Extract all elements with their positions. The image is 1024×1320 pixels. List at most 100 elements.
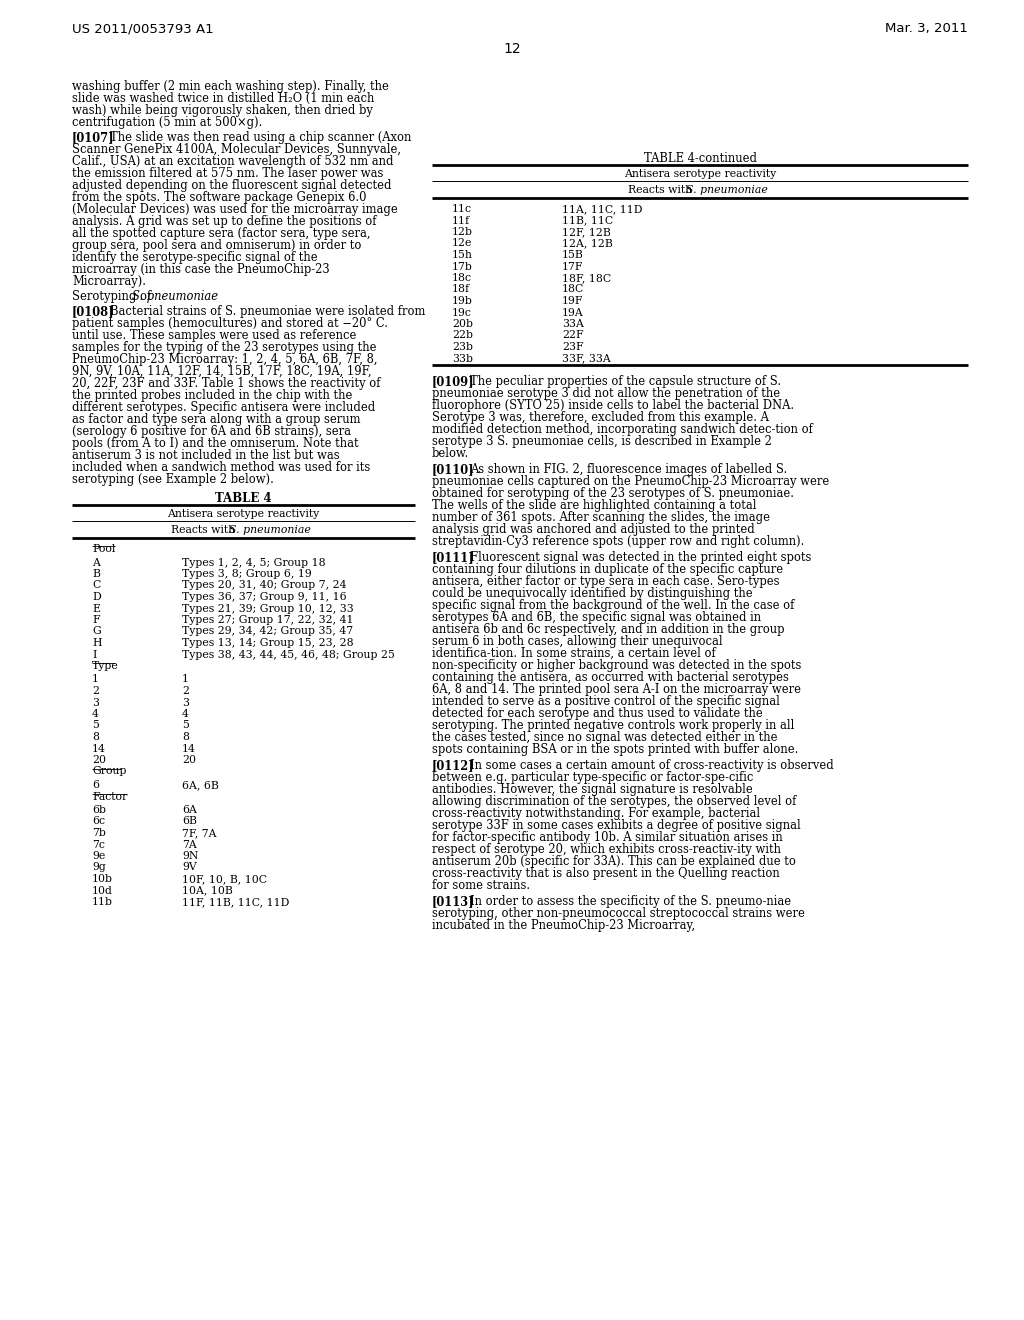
Text: antiserum 3 is not included in the list but was: antiserum 3 is not included in the list … xyxy=(72,449,340,462)
Text: for some strains.: for some strains. xyxy=(432,879,530,892)
Text: analysis. A grid was set up to define the positions of: analysis. A grid was set up to define th… xyxy=(72,215,377,228)
Text: G: G xyxy=(92,627,100,636)
Text: A: A xyxy=(92,557,100,568)
Text: 6: 6 xyxy=(92,780,99,789)
Text: Bacterial strains of S. pneumoniae were isolated from: Bacterial strains of S. pneumoniae were … xyxy=(110,305,425,318)
Text: 2: 2 xyxy=(182,686,189,696)
Text: Reacts with: Reacts with xyxy=(628,185,695,195)
Text: [0108]: [0108] xyxy=(72,305,115,318)
Text: 7b: 7b xyxy=(92,828,105,838)
Text: Antisera serotype reactivity: Antisera serotype reactivity xyxy=(624,169,776,180)
Text: 19F: 19F xyxy=(562,296,584,306)
Text: 33A: 33A xyxy=(562,319,584,329)
Text: 8: 8 xyxy=(182,733,189,742)
Text: for factor-specific antibody 10b. A similar situation arises in: for factor-specific antibody 10b. A simi… xyxy=(432,832,782,843)
Text: 6B: 6B xyxy=(182,817,197,826)
Text: until use. These samples were used as reference: until use. These samples were used as re… xyxy=(72,329,356,342)
Text: incubated in the PneumoChip-23 Microarray,: incubated in the PneumoChip-23 Microarra… xyxy=(432,919,695,932)
Text: Types 21, 39; Group 10, 12, 33: Types 21, 39; Group 10, 12, 33 xyxy=(182,603,353,614)
Text: 18c: 18c xyxy=(452,273,472,282)
Text: serum 6 in both cases, allowing their unequivocal: serum 6 in both cases, allowing their un… xyxy=(432,635,723,648)
Text: Serotype 3 was, therefore, excluded from this example. A: Serotype 3 was, therefore, excluded from… xyxy=(432,411,769,424)
Text: included when a sandwich method was used for its: included when a sandwich method was used… xyxy=(72,461,371,474)
Text: Antisera serotype reactivity: Antisera serotype reactivity xyxy=(167,510,319,519)
Text: 7A: 7A xyxy=(182,840,197,850)
Text: 6A: 6A xyxy=(182,805,197,814)
Text: antisera, either factor or type sera in each case. Sero­types: antisera, either factor or type sera in … xyxy=(432,576,779,587)
Text: 14: 14 xyxy=(182,743,196,754)
Text: 12e: 12e xyxy=(452,239,472,248)
Text: identifica­tion. In some strains, a certain level of: identifica­tion. In some strains, a cert… xyxy=(432,647,716,660)
Text: C: C xyxy=(92,581,100,590)
Text: D: D xyxy=(92,591,100,602)
Text: 15B: 15B xyxy=(562,249,584,260)
Text: cross-reactivity that is also present in the Quelling reaction: cross-reactivity that is also present in… xyxy=(432,867,779,880)
Text: PneumoChip-23 Microarray: 1, 2, 4, 5, 6A, 6B, 7F, 8,: PneumoChip-23 Microarray: 1, 2, 4, 5, 6A… xyxy=(72,352,378,366)
Text: 12F, 12B: 12F, 12B xyxy=(562,227,610,238)
Text: 10b: 10b xyxy=(92,874,113,884)
Text: 7F, 7A: 7F, 7A xyxy=(182,828,216,838)
Text: modified detection method, incorporating sandwich detec­tion of: modified detection method, incorporating… xyxy=(432,422,813,436)
Text: serotyping (see Example 2 below).: serotyping (see Example 2 below). xyxy=(72,473,273,486)
Text: S. pneumoniae: S. pneumoniae xyxy=(132,290,218,304)
Text: wash) while being vigorously shaken, then dried by: wash) while being vigorously shaken, the… xyxy=(72,104,373,117)
Text: Types 38, 43, 44, 45, 46, 48; Group 25: Types 38, 43, 44, 45, 46, 48; Group 25 xyxy=(182,649,395,660)
Text: 3: 3 xyxy=(182,697,189,708)
Text: Serotyping of: Serotyping of xyxy=(72,290,155,304)
Text: 22b: 22b xyxy=(452,330,473,341)
Text: E: E xyxy=(92,603,100,614)
Text: 18F, 18C: 18F, 18C xyxy=(562,273,611,282)
Text: Types 29, 34, 42; Group 35, 47: Types 29, 34, 42; Group 35, 47 xyxy=(182,627,353,636)
Text: the cases tested, since no signal was detected either in the: the cases tested, since no signal was de… xyxy=(432,731,777,744)
Text: 20b: 20b xyxy=(452,319,473,329)
Text: Reacts with: Reacts with xyxy=(171,525,239,535)
Text: Fluorescent signal was detected in the printed eight spots: Fluorescent signal was detected in the p… xyxy=(470,550,811,564)
Text: 8: 8 xyxy=(92,733,99,742)
Text: obtained for serotyping of the 23 serotypes of S. pneumoniae.: obtained for serotyping of the 23 seroty… xyxy=(432,487,794,500)
Text: 12b: 12b xyxy=(452,227,473,238)
Text: 11b: 11b xyxy=(92,898,113,907)
Text: samples for the typing of the 23 serotypes using the: samples for the typing of the 23 serotyp… xyxy=(72,341,377,354)
Text: 14: 14 xyxy=(92,743,105,754)
Text: 18C: 18C xyxy=(562,285,585,294)
Text: S. pneumoniae: S. pneumoniae xyxy=(686,185,768,195)
Text: streptavidin-Cy3 reference spots (upper row and right column).: streptavidin-Cy3 reference spots (upper … xyxy=(432,535,805,548)
Text: 19c: 19c xyxy=(452,308,472,318)
Text: 9N: 9N xyxy=(182,851,199,861)
Text: different serotypes. Specific antisera were included: different serotypes. Specific antisera w… xyxy=(72,401,375,414)
Text: the printed probes included in the chip with the: the printed probes included in the chip … xyxy=(72,389,352,403)
Text: containing four dilutions in duplicate of the specific capture: containing four dilutions in duplicate o… xyxy=(432,564,783,576)
Text: 4: 4 xyxy=(92,709,99,719)
Text: Types 20, 31, 40; Group 7, 24: Types 20, 31, 40; Group 7, 24 xyxy=(182,581,346,590)
Text: respect of serotype 20, which exhibits cross-reactiv­ity with: respect of serotype 20, which exhibits c… xyxy=(432,843,781,855)
Text: group sera, pool sera and omniserum) in order to: group sera, pool sera and omniserum) in … xyxy=(72,239,361,252)
Text: serotypes 6A and 6B, the specific signal was obtained in: serotypes 6A and 6B, the specific signal… xyxy=(432,611,761,624)
Text: I: I xyxy=(92,649,96,660)
Text: The peculiar properties of the capsule structure of S.: The peculiar properties of the capsule s… xyxy=(470,375,781,388)
Text: Factor: Factor xyxy=(92,792,127,801)
Text: 12A, 12B: 12A, 12B xyxy=(562,239,612,248)
Text: Mar. 3, 2011: Mar. 3, 2011 xyxy=(885,22,968,36)
Text: 9N, 9V, 10A, 11A, 12F, 14, 15B, 17F, 18C, 19A, 19F,: 9N, 9V, 10A, 11A, 12F, 14, 15B, 17F, 18C… xyxy=(72,366,372,378)
Text: As shown in FIG. 2, fluorescence images of labelled S.: As shown in FIG. 2, fluorescence images … xyxy=(470,463,787,477)
Text: 23F: 23F xyxy=(562,342,584,352)
Text: serotyping, other non-pneumococcal streptococcal strains were: serotyping, other non-pneumococcal strep… xyxy=(432,907,805,920)
Text: 7c: 7c xyxy=(92,840,104,850)
Text: 9g: 9g xyxy=(92,862,105,873)
Text: pneumoniae serotype 3 did not allow the penetration of the: pneumoniae serotype 3 did not allow the … xyxy=(432,387,780,400)
Text: Types 36, 37; Group 9, 11, 16: Types 36, 37; Group 9, 11, 16 xyxy=(182,591,347,602)
Text: antiserum 20b (specific for 33A). This can be explained due to: antiserum 20b (specific for 33A). This c… xyxy=(432,855,796,869)
Text: fluorophore (SYTO 25) inside cells to label the bacterial DNA.: fluorophore (SYTO 25) inside cells to la… xyxy=(432,399,795,412)
Text: 12: 12 xyxy=(503,42,521,55)
Text: Types 3, 8; Group 6, 19: Types 3, 8; Group 6, 19 xyxy=(182,569,311,579)
Text: 5: 5 xyxy=(182,721,188,730)
Text: 6c: 6c xyxy=(92,817,105,826)
Text: all the spotted capture sera (factor sera, type sera,: all the spotted capture sera (factor ser… xyxy=(72,227,371,240)
Text: [0111]: [0111] xyxy=(432,550,475,564)
Text: 6b: 6b xyxy=(92,805,106,814)
Text: The wells of the slide are highlighted containing a total: The wells of the slide are highlighted c… xyxy=(432,499,757,512)
Text: identify the serotype-specific signal of the: identify the serotype-specific signal of… xyxy=(72,251,317,264)
Text: adjusted depending on the fluorescent signal detected: adjusted depending on the fluorescent si… xyxy=(72,180,391,191)
Text: 11A, 11C, 11D: 11A, 11C, 11D xyxy=(562,205,642,214)
Text: spots containing BSA or in the spots printed with buffer alone.: spots containing BSA or in the spots pri… xyxy=(432,743,799,756)
